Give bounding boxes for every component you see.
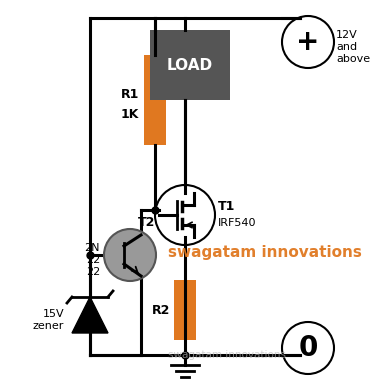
Text: 12V
and
above: 12V and above: [336, 31, 370, 63]
Bar: [144, 55, 166, 145]
Text: 0: 0: [298, 334, 318, 362]
Text: 1K: 1K: [121, 108, 139, 121]
Text: T1: T1: [218, 201, 235, 214]
Text: R1: R1: [121, 89, 139, 102]
Text: R2: R2: [152, 304, 170, 317]
Text: 2N
22
22: 2N 22 22: [84, 243, 100, 277]
Text: swagatam innovations: swagatam innovations: [168, 350, 286, 360]
Text: LOAD: LOAD: [167, 58, 213, 73]
Polygon shape: [72, 297, 108, 333]
Text: T2: T2: [138, 215, 155, 228]
Circle shape: [104, 229, 156, 281]
Text: swagatam innovations: swagatam innovations: [168, 244, 362, 259]
Bar: [174, 280, 196, 340]
Bar: [150, 30, 230, 100]
Text: 15V
zener: 15V zener: [33, 309, 64, 331]
Text: +: +: [296, 28, 320, 56]
Text: IRF540: IRF540: [218, 218, 256, 228]
